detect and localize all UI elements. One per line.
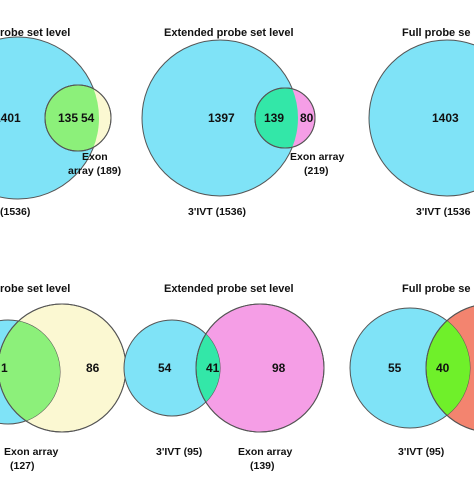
count-only-ivt-top-left: 1401 xyxy=(0,111,21,125)
panel-title-top-right: Full probe se xyxy=(402,27,470,39)
count-only-ivt-top-right: 1403 xyxy=(432,111,459,125)
venn-panel-bottom-middle: Extended probe set level 54 41 98 3'IVT … xyxy=(123,283,325,472)
venn-panel-top-right: Full probe se 1403 3'IVT (1536 xyxy=(368,27,474,218)
exon-outline-bottom-middle xyxy=(195,303,325,433)
count-overlap-bottom-middle: 41 xyxy=(206,361,220,375)
panel-title-bottom-middle: Extended probe set level xyxy=(164,283,294,295)
venn-panel-bottom-right: Full probe se 55 40 3'IVT (95) xyxy=(349,283,474,458)
exon-outline-bottom-right xyxy=(425,305,474,431)
count-overlap-bottom-right: 40 xyxy=(436,361,450,375)
count-overlap-top-left: 135 xyxy=(58,111,78,125)
count-only-exon-top-left: 54 xyxy=(81,111,95,125)
exon-label-line2-top-middle: (219) xyxy=(304,165,329,177)
panel-title-bottom-right: Full probe se xyxy=(402,283,470,295)
exon-label-line1-top-middle: Exon array xyxy=(290,151,344,163)
ivt-label-top-right: 3'IVT (1536 xyxy=(416,206,471,218)
count-only-exon-bottom-middle: 98 xyxy=(272,361,286,375)
exon-label-line1-bottom-middle: Exon array xyxy=(238,446,292,458)
panel-title-bottom-left: robe set level xyxy=(0,283,70,295)
count-overlap-bottom-left: 1 xyxy=(1,361,8,375)
exon-label-line1-bottom-left: Exon array xyxy=(4,446,58,458)
venn-panel-top-left: robe set level 1401 135 54 Exon array (1… xyxy=(0,27,121,218)
exon-outline-top-middle xyxy=(254,87,316,149)
exon-label-line2-top-left: array (189) xyxy=(68,165,121,177)
count-only-ivt-top-middle: 1397 xyxy=(208,111,235,125)
panel-title-top-left: robe set level xyxy=(0,27,70,39)
exon-label-line2-bottom-middle: (139) xyxy=(250,460,275,472)
count-only-exon-top-middle: 80 xyxy=(300,111,314,125)
ivt-label-bottom-middle: 3'IVT (95) xyxy=(156,446,202,458)
count-only-ivt-bottom-right: 55 xyxy=(388,361,402,375)
overlap-region-bottom-left xyxy=(0,320,60,424)
ivt-circle-top-right xyxy=(368,39,474,197)
ivt-label-bottom-right: 3'IVT (95) xyxy=(398,446,444,458)
ivt-label-top-middle: 3'IVT (1536) xyxy=(188,206,246,218)
panel-title-top-middle: Extended probe set level xyxy=(164,27,294,39)
venn-panel-bottom-left: robe set level 1 86 Exon array (127) xyxy=(0,283,127,472)
count-only-ivt-bottom-middle: 54 xyxy=(158,361,172,375)
exon-label-line1-top-left: Exon xyxy=(82,151,108,163)
exon-outline-top-left xyxy=(44,84,112,152)
count-only-exon-bottom-left: 86 xyxy=(86,361,100,375)
count-overlap-top-middle: 139 xyxy=(264,111,284,125)
ivt-label-top-left: (1536) xyxy=(0,206,30,218)
venn-panel-top-middle: Extended probe set level 1397 139 80 Exo… xyxy=(141,27,344,218)
exon-label-line2-bottom-left: (127) xyxy=(10,460,35,472)
